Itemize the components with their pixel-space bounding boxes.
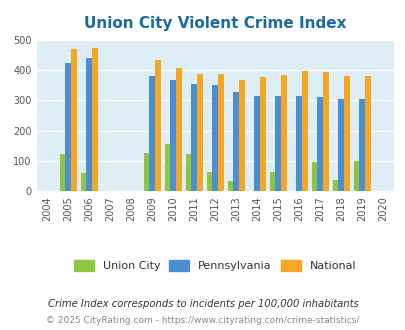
Bar bbox=[239, 80, 244, 191]
Bar bbox=[311, 162, 317, 191]
Bar bbox=[269, 172, 275, 191]
Bar bbox=[343, 76, 349, 191]
Bar bbox=[164, 144, 170, 191]
Bar bbox=[275, 96, 280, 191]
Bar bbox=[358, 99, 364, 191]
Bar bbox=[322, 72, 328, 191]
Bar bbox=[364, 76, 370, 191]
Bar bbox=[191, 84, 196, 191]
Bar bbox=[233, 91, 239, 191]
Title: Union City Violent Crime Index: Union City Violent Crime Index bbox=[84, 16, 345, 31]
Bar bbox=[212, 85, 217, 191]
Text: © 2025 CityRating.com - https://www.cityrating.com/crime-statistics/: © 2025 CityRating.com - https://www.city… bbox=[46, 316, 359, 325]
Text: Crime Index corresponds to incidents per 100,000 inhabitants: Crime Index corresponds to incidents per… bbox=[47, 299, 358, 309]
Bar bbox=[155, 60, 160, 191]
Bar bbox=[332, 180, 338, 191]
Bar bbox=[71, 49, 77, 191]
Bar bbox=[149, 76, 155, 191]
Bar bbox=[217, 74, 223, 191]
Bar bbox=[260, 77, 265, 191]
Bar bbox=[175, 68, 181, 191]
Bar bbox=[60, 154, 65, 191]
Bar bbox=[254, 96, 260, 191]
Bar bbox=[317, 97, 322, 191]
Bar bbox=[185, 154, 191, 191]
Bar bbox=[86, 57, 92, 191]
Bar bbox=[296, 96, 301, 191]
Bar bbox=[206, 172, 212, 191]
Bar bbox=[227, 181, 233, 191]
Bar bbox=[196, 74, 202, 191]
Bar bbox=[80, 173, 86, 191]
Bar bbox=[170, 80, 175, 191]
Bar bbox=[301, 71, 307, 191]
Bar bbox=[280, 75, 286, 191]
Bar bbox=[353, 161, 358, 191]
Bar bbox=[92, 48, 97, 191]
Bar bbox=[65, 63, 71, 191]
Legend: Union City, Pennsylvania, National: Union City, Pennsylvania, National bbox=[68, 255, 361, 277]
Bar bbox=[143, 153, 149, 191]
Bar bbox=[338, 99, 343, 191]
